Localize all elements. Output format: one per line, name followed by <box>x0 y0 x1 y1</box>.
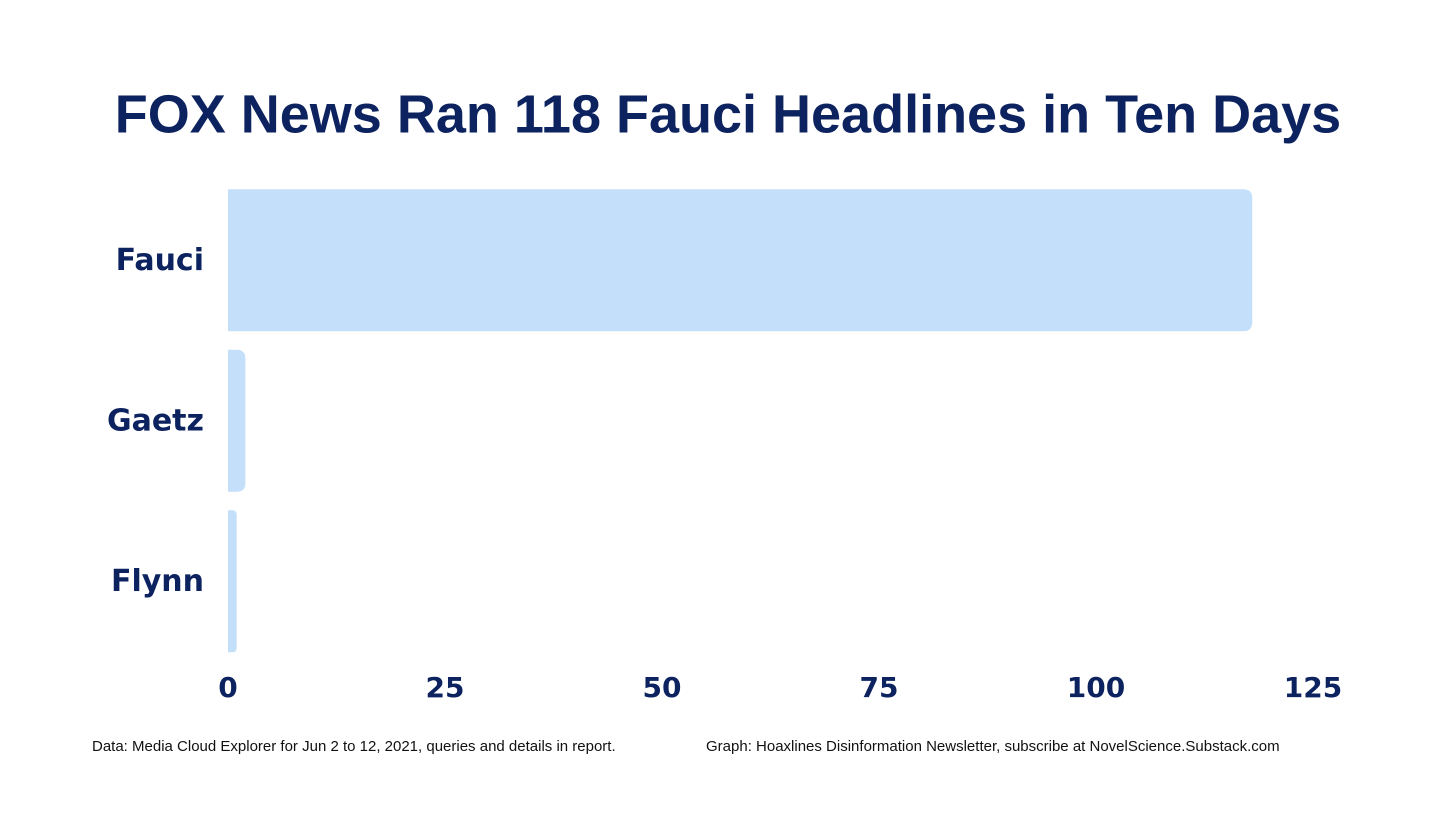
source-note: Data: Media Cloud Explorer for Jun 2 to … <box>92 738 616 755</box>
x-tick-label: 125 <box>1284 671 1342 704</box>
y-tick-label: Fauci <box>116 243 204 278</box>
bar <box>228 189 1253 332</box>
x-tick-label: 75 <box>860 671 899 704</box>
bar <box>228 510 237 653</box>
credit-note: Graph: Hoaxlines Disinformation Newslett… <box>706 738 1280 755</box>
x-tick-label: 50 <box>643 671 682 704</box>
chart-title: FOX News Ran 118 Fauci Headlines in Ten … <box>115 84 1341 144</box>
x-tick-label: 0 <box>218 671 237 704</box>
x-tick-label: 25 <box>426 671 465 704</box>
y-tick-label: Gaetz <box>107 403 204 438</box>
y-tick-label: Flynn <box>111 564 204 599</box>
bar <box>228 349 246 492</box>
x-tick-label: 100 <box>1067 671 1125 704</box>
